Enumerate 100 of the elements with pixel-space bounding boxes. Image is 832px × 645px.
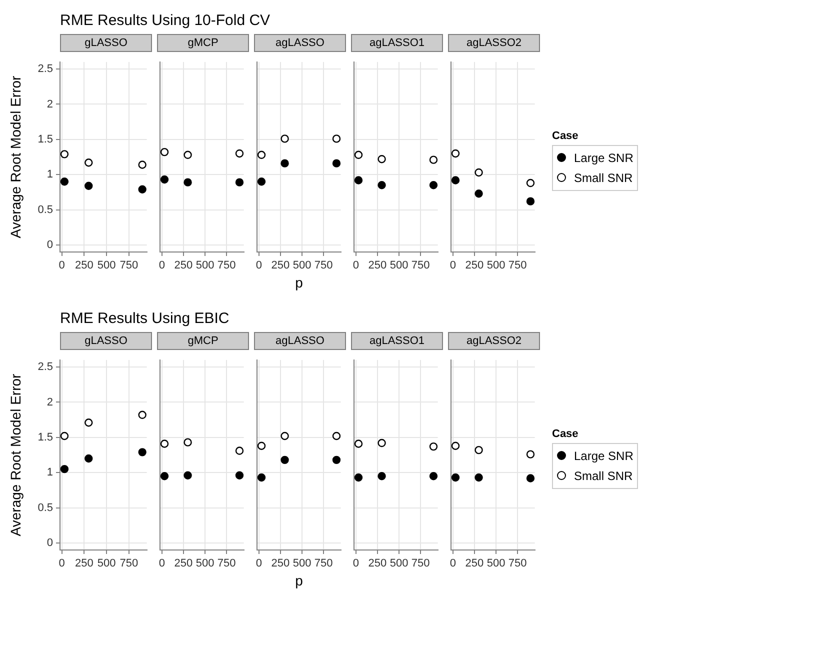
legend-label: Small SNR [574,170,633,184]
y-axis-title: Average Root Model Error [7,373,24,536]
point [354,473,363,482]
y-tick-label: 1.5 [38,431,53,444]
x-tick-label: 250 [368,260,387,272]
x-tick-label: 250 [271,260,290,272]
x-tick-label: 0 [352,260,359,272]
x-tick-label: 750 [217,558,236,570]
x-tick-label: 500 [196,260,214,272]
y-tick-label: 1 [46,466,53,479]
chart-subtitle: gLASSO [60,332,152,350]
point [138,410,146,419]
point [84,182,93,190]
point [60,150,69,158]
x-axis-title: p [295,572,304,588]
point [474,446,483,454]
y-tick-label: 2 [46,98,53,110]
x-tick-label: 0 [256,260,262,272]
point [60,178,69,186]
point [184,438,192,446]
x-tick-label: 0 [158,260,165,272]
point [280,432,289,440]
y-tick-label: 2.5 [38,361,53,374]
point [184,178,192,186]
x-tick-label: 250 [74,260,94,272]
chart-subtitle: agLASSO2 [448,34,540,52]
x-tick-label: 250 [174,558,193,570]
x-tick-label: 750 [508,558,527,570]
point [451,473,460,482]
point [235,446,244,455]
point [332,432,341,440]
point [160,148,169,156]
y-tick-label: 0 [46,536,53,549]
point [354,440,363,448]
point [378,438,386,448]
point [332,456,341,464]
point [526,178,535,188]
point [257,442,266,450]
legend-label: Large SNR [574,448,634,462]
chart-subtitle: agLASSO1 [351,34,443,52]
point [280,456,289,464]
x-tick-label: 0 [450,558,456,570]
chart-title: RME Results Using EBIC [60,310,230,327]
x-tick-label: 500 [390,558,408,570]
point [257,178,266,186]
y-tick-label: 2 [46,396,53,408]
x-tick-label: 500 [292,558,312,570]
x-tick-label: 0 [158,558,165,570]
point [378,181,386,190]
point [332,159,341,168]
point [378,472,386,480]
x-tick-label: 0 [58,558,65,570]
point [429,472,438,480]
x-tick-label: 0 [352,558,359,570]
x-tick-label: 250 [74,558,94,570]
point [235,149,244,158]
point [160,472,169,480]
point [378,155,386,164]
legend-label: Large SNR [574,150,634,164]
x-tick-label: 750 [217,260,236,272]
point [257,473,266,482]
point [60,464,69,474]
x-tick-label: 750 [314,558,333,570]
point [280,159,289,168]
chart-subtitle: agLASSO [254,34,346,52]
point [429,442,438,451]
x-tick-label: 500 [196,558,214,570]
x-tick-label: 0 [256,558,262,570]
point [354,176,363,184]
point [235,471,244,480]
y-tick-label: 0.5 [38,204,53,216]
point [160,440,169,448]
point [451,149,460,158]
point [526,197,535,206]
point [429,156,438,164]
chart-subtitle: agLASSO2 [448,332,540,350]
point [60,432,69,440]
x-tick-label: 500 [486,260,506,272]
point [451,176,460,184]
point [474,168,483,177]
chart-subtitle: agLASSO1 [351,332,443,350]
point [138,185,146,194]
x-tick-label: 750 [120,558,138,570]
point [451,442,460,450]
y-tick-label: 1.5 [38,133,53,146]
point [84,454,93,463]
chart-title: RME Results Using 10-Fold CV [60,12,270,29]
point [84,418,93,427]
point [138,160,146,169]
point [235,178,244,186]
x-tick-label: 750 [411,260,430,272]
point [84,158,93,167]
legend-label: Small SNR [574,468,633,482]
x-tick-label: 750 [508,260,527,272]
x-tick-label: 500 [390,260,408,272]
x-tick-label: 500 [486,558,506,570]
point [257,150,266,159]
x-tick-label: 0 [450,260,456,272]
point [354,150,363,159]
x-tick-label: 250 [368,558,387,570]
